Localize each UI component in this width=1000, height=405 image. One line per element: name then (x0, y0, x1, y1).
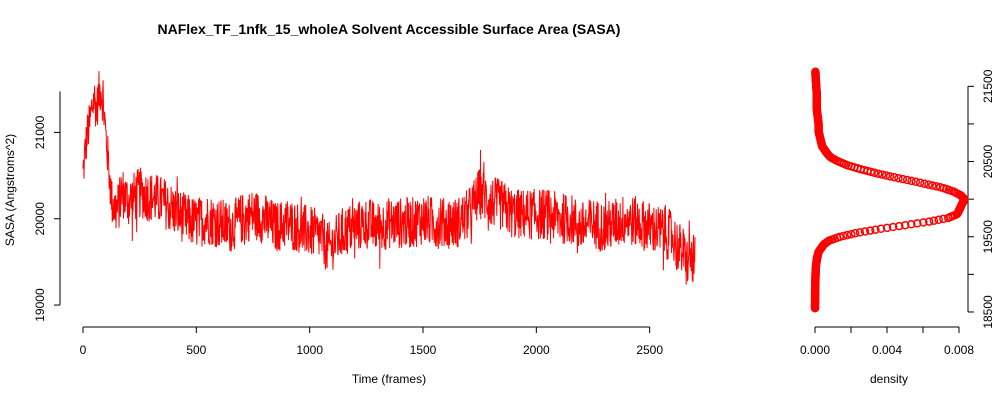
density-point (894, 221, 904, 231)
density-point (860, 227, 870, 236)
density-point (894, 173, 903, 183)
density-y-tick-label: 18500 (981, 295, 995, 329)
density-point (907, 220, 916, 229)
density-point (913, 219, 922, 228)
main-x-tick-label: 1500 (410, 343, 437, 357)
density-point (928, 181, 937, 190)
density-point (855, 228, 865, 237)
density-point (898, 174, 908, 184)
density-point (882, 223, 892, 233)
density-point (932, 182, 941, 191)
density-point (924, 217, 934, 226)
density-x-tick-label: 0.000 (800, 343, 830, 357)
density-point (850, 229, 860, 238)
density-point (902, 175, 912, 185)
density-plot: 0.000 0.004 0.008 18500 19500 20500 21500 (800, 67, 995, 357)
sasa-series-line (82, 71, 696, 285)
density-point (935, 183, 945, 192)
density-point (929, 216, 939, 225)
density-point (924, 180, 933, 189)
main-y-tick-label: 20000 (33, 202, 47, 236)
density-x-tick-label: 0.008 (944, 343, 974, 357)
density-point (889, 173, 899, 182)
main-x-tick-label: 500 (186, 343, 206, 357)
main-x-tick-label: 0 (80, 343, 87, 357)
density-point (907, 176, 916, 186)
density-point (839, 231, 848, 241)
density-point (934, 215, 943, 225)
main-x-axis-label: Time (frames) (352, 372, 426, 386)
density-x-axis-label: density (870, 372, 908, 386)
density-point (843, 230, 852, 240)
density-point (920, 179, 929, 188)
main-y-axis-label: SASA (Angstroms^2) (3, 134, 17, 246)
density-y-tick-label: 19500 (981, 220, 995, 254)
density-point (900, 220, 910, 230)
main-chart-title: NAFlex_TF_1nfk_15_wholeA Solvent Accessi… (158, 21, 621, 37)
density-point (877, 170, 887, 179)
density-point (881, 171, 891, 180)
main-x-tick-label: 1000 (296, 343, 323, 357)
density-point (876, 224, 886, 234)
main-x-tick-label: 2500 (636, 343, 663, 357)
main-y-tick-label: 21000 (33, 115, 47, 149)
density-point (846, 229, 856, 239)
density-point (835, 232, 845, 242)
density-point (915, 178, 925, 187)
density-point (865, 226, 875, 235)
density-point (888, 222, 898, 232)
main-x-tick-label: 2000 (523, 343, 550, 357)
density-point (874, 169, 883, 178)
density-point (885, 172, 895, 181)
density-y-tick-label: 20500 (981, 145, 995, 179)
main-plot: 0 500 1000 1500 2000 2500 19000 20000 21000 (33, 71, 696, 357)
density-x-tick-label: 0.004 (872, 343, 902, 357)
density-point (871, 225, 880, 234)
density-point (919, 218, 928, 227)
density-y-tick-label: 21500 (981, 69, 995, 103)
density-point (811, 67, 820, 76)
main-y-tick-label: 19000 (33, 288, 47, 322)
density-point (939, 183, 948, 193)
density-point (911, 177, 921, 187)
